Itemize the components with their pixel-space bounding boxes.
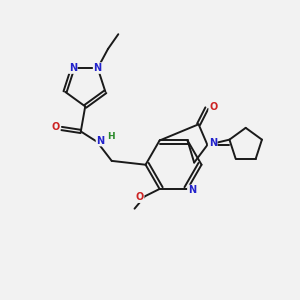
Text: N: N bbox=[69, 63, 77, 73]
Text: N: N bbox=[94, 63, 102, 73]
Text: O: O bbox=[135, 192, 144, 202]
Text: O: O bbox=[209, 102, 218, 112]
Text: N: N bbox=[188, 185, 196, 195]
Text: H: H bbox=[107, 132, 115, 141]
Text: N: N bbox=[97, 136, 105, 146]
Text: N: N bbox=[209, 138, 217, 148]
Text: O: O bbox=[51, 122, 59, 132]
